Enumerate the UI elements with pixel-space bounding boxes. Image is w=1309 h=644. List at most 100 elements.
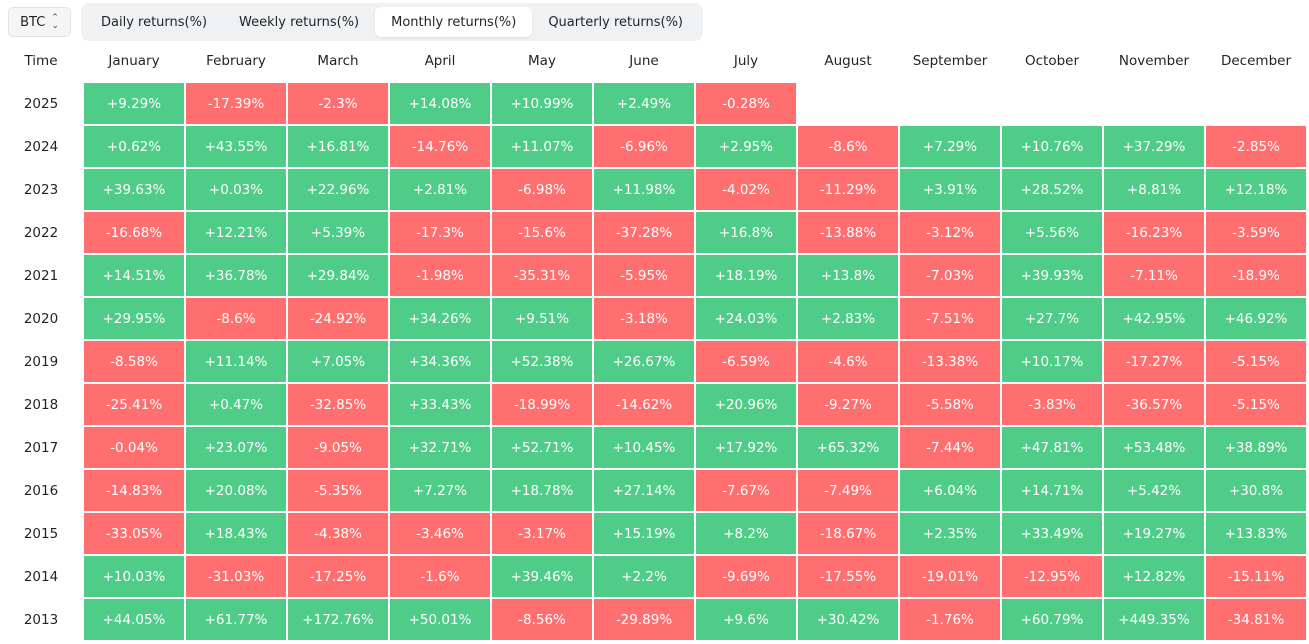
return-cell: +14.51% (84, 255, 184, 296)
return-cell: +15.19% (594, 513, 694, 554)
return-cell: -15.11% (1206, 556, 1306, 597)
asset-select[interactable]: BTC ⌃ ⌄ (8, 7, 71, 37)
column-header-month: October (1024, 53, 1080, 69)
return-cell: -13.38% (900, 341, 1000, 382)
column-header-month: February (206, 53, 266, 69)
table-row: 2024 +0.62% +43.55% +16.81% -14.76% +11.07% -6… (0, 126, 1306, 167)
return-cell: -34.81% (1206, 599, 1306, 640)
return-cell: +29.84% (288, 255, 388, 296)
return-cell: +0.47% (186, 384, 286, 425)
return-cell: +47.81% (1002, 427, 1102, 468)
return-cell: +34.36% (390, 341, 490, 382)
row-year-label: 2018 (0, 384, 82, 425)
return-cell: -18.67% (798, 513, 898, 554)
tab-quarterly-returns[interactable]: Quarterly returns(%) (548, 14, 684, 30)
returns-heatmap: Time January February March April May June Jul… (0, 41, 1308, 642)
return-cell: +2.81% (390, 169, 490, 210)
return-cell: -8.56% (492, 599, 592, 640)
return-cell: -36.57% (1104, 384, 1204, 425)
table-row: 2014 +10.03% -31.03% -17.25% -1.6% +39.46% +2.… (0, 556, 1306, 597)
column-header-month: December (1220, 53, 1291, 69)
table-row: 2016 -14.83% +20.08% -5.35% +7.27% +18.78% +27… (0, 470, 1306, 511)
return-cell: -7.03% (900, 255, 1000, 296)
tab-monthly-returns[interactable]: Monthly returns(%) (375, 7, 533, 37)
return-cell: +37.29% (1104, 126, 1204, 167)
return-cell: +7.29% (900, 126, 1000, 167)
return-cell: +26.67% (594, 341, 694, 382)
return-cell: +18.78% (492, 470, 592, 511)
column-header-month: June (629, 53, 659, 69)
column-header-month: May (528, 53, 556, 69)
return-cell: -9.05% (288, 427, 388, 468)
row-year-label: 2022 (0, 212, 82, 253)
return-cell: +0.62% (84, 126, 184, 167)
tab-weekly-returns[interactable]: Weekly returns(%) (239, 14, 360, 30)
return-cell: -3.17% (492, 513, 592, 554)
empty-cell (798, 83, 898, 124)
column-header-month: July (733, 53, 759, 69)
return-cell: -7.67% (696, 470, 796, 511)
return-cell: +27.7% (1002, 298, 1102, 339)
return-cell: +44.05% (84, 599, 184, 640)
return-cell: -13.88% (798, 212, 898, 253)
return-cell: -9.27% (798, 384, 898, 425)
return-cell: -14.76% (390, 126, 490, 167)
return-cell: +10.45% (594, 427, 694, 468)
empty-cell (900, 83, 1000, 124)
column-header-month: January (108, 53, 160, 69)
return-cell: -17.39% (186, 83, 286, 124)
return-cell: -33.05% (84, 513, 184, 554)
return-cell: -1.76% (900, 599, 1000, 640)
return-cell: +16.81% (288, 126, 388, 167)
return-cell: +2.2% (594, 556, 694, 597)
table-header-row: Time January February March April May June Jul… (0, 41, 1306, 81)
toolbar: BTC ⌃ ⌄ Daily returns(%) Weekly returns(%… (8, 3, 704, 41)
return-cell: +449.35% (1104, 599, 1204, 640)
empty-cell (1002, 83, 1102, 124)
table-row: 2018 -25.41% +0.47% -32.85% +33.43% -18.99% -1… (0, 384, 1306, 425)
return-cell: +14.08% (390, 83, 490, 124)
return-cell: +39.93% (1002, 255, 1102, 296)
return-cell: +20.96% (696, 384, 796, 425)
return-cell: -5.15% (1206, 341, 1306, 382)
return-cell: -9.69% (696, 556, 796, 597)
return-cell: +16.8% (696, 212, 796, 253)
return-cell: -19.01% (900, 556, 1000, 597)
return-cell: +9.51% (492, 298, 592, 339)
return-cell: +3.91% (900, 169, 1000, 210)
column-header-month: September (912, 53, 988, 69)
return-cell: -8.6% (186, 298, 286, 339)
return-cell: +60.79% (1002, 599, 1102, 640)
return-cell: +6.04% (900, 470, 1000, 511)
return-cell: -17.25% (288, 556, 388, 597)
return-cell: -7.11% (1104, 255, 1204, 296)
return-cell: +32.71% (390, 427, 490, 468)
return-cell: +9.6% (696, 599, 796, 640)
return-cell: -6.98% (492, 169, 592, 210)
return-cell: -1.6% (390, 556, 490, 597)
return-cell: +10.99% (492, 83, 592, 124)
return-cell: +12.82% (1104, 556, 1204, 597)
return-cell: -6.96% (594, 126, 694, 167)
tab-daily-returns[interactable]: Daily returns(%) (101, 14, 208, 30)
row-year-label: 2023 (0, 169, 82, 210)
return-cell: +39.63% (84, 169, 184, 210)
return-cell: +43.55% (186, 126, 286, 167)
return-cell: +29.95% (84, 298, 184, 339)
return-cell: -32.85% (288, 384, 388, 425)
return-cell: -12.95% (1002, 556, 1102, 597)
return-cell: -7.44% (900, 427, 1000, 468)
return-cell: -25.41% (84, 384, 184, 425)
return-cell: -4.6% (798, 341, 898, 382)
return-cell: +5.42% (1104, 470, 1204, 511)
return-cell: +12.21% (186, 212, 286, 253)
return-cell: +0.03% (186, 169, 286, 210)
return-cell: +7.05% (288, 341, 388, 382)
row-year-label: 2016 (0, 470, 82, 511)
return-cell: +8.2% (696, 513, 796, 554)
return-cell: +2.83% (798, 298, 898, 339)
return-cell: -4.02% (696, 169, 796, 210)
row-year-label: 2015 (0, 513, 82, 554)
return-cell: +10.76% (1002, 126, 1102, 167)
return-cell: +9.29% (84, 83, 184, 124)
